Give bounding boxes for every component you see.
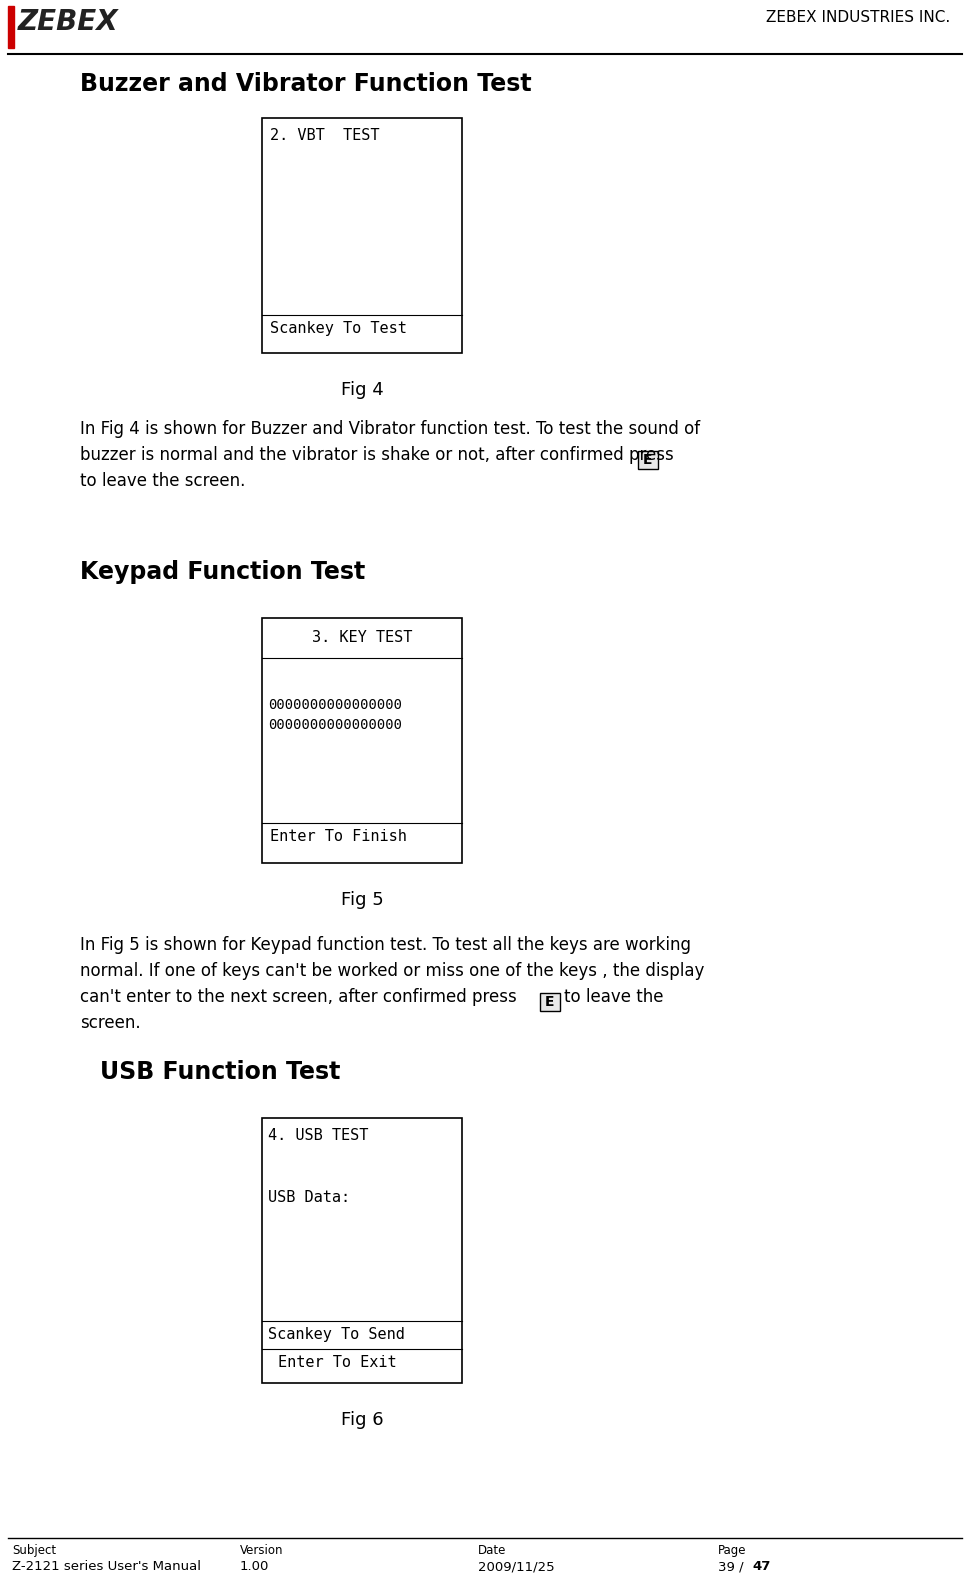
- Text: In Fig 4 is shown for Buzzer and Vibrator function test. To test the sound of: In Fig 4 is shown for Buzzer and Vibrato…: [79, 420, 700, 437]
- Text: Buzzer and Vibrator Function Test: Buzzer and Vibrator Function Test: [79, 72, 531, 96]
- Text: Date: Date: [478, 1543, 506, 1558]
- Text: USB Function Test: USB Function Test: [100, 1060, 340, 1084]
- Bar: [262, 618, 461, 863]
- Text: Page: Page: [717, 1543, 746, 1558]
- Text: normal. If one of keys can't be worked or miss one of the keys , the display: normal. If one of keys can't be worked o…: [79, 962, 703, 980]
- Bar: [638, 452, 657, 469]
- Text: E: E: [545, 994, 554, 1009]
- Text: 1.00: 1.00: [239, 1559, 269, 1574]
- Text: buzzer is normal and the vibrator is shake or not, after confirmed press: buzzer is normal and the vibrator is sha…: [79, 445, 673, 464]
- Text: 0000000000000000: 0000000000000000: [267, 718, 401, 733]
- Text: ZEBEX INDUSTRIES INC.: ZEBEX INDUSTRIES INC.: [765, 10, 949, 26]
- Bar: [540, 993, 559, 1010]
- Text: In Fig 5 is shown for Keypad function test. To test all the keys are working: In Fig 5 is shown for Keypad function te…: [79, 935, 690, 954]
- Text: 39 /: 39 /: [717, 1559, 747, 1574]
- Text: USB Data:: USB Data:: [267, 1191, 350, 1205]
- Text: Keypad Function Test: Keypad Function Test: [79, 560, 365, 584]
- Text: Subject: Subject: [12, 1543, 56, 1558]
- Text: E: E: [642, 453, 652, 468]
- Text: to leave the screen.: to leave the screen.: [79, 472, 245, 490]
- Text: 2. VBT  TEST: 2. VBT TEST: [269, 128, 379, 144]
- Text: can't enter to the next screen, after confirmed press: can't enter to the next screen, after co…: [79, 988, 516, 1005]
- Text: Fig 4: Fig 4: [340, 381, 383, 399]
- Text: 47: 47: [751, 1559, 769, 1574]
- Text: Scankey To Send: Scankey To Send: [267, 1326, 404, 1342]
- Text: to leave the: to leave the: [563, 988, 663, 1005]
- Text: Enter To Exit: Enter To Exit: [278, 1355, 396, 1369]
- Text: Scankey To Test: Scankey To Test: [269, 321, 406, 337]
- Bar: [262, 118, 461, 353]
- Text: Fig 5: Fig 5: [340, 891, 383, 910]
- Text: 3. KEY TEST: 3. KEY TEST: [311, 630, 412, 645]
- Text: Z-2121 series User's Manual: Z-2121 series User's Manual: [12, 1559, 201, 1574]
- Text: 4. USB TEST: 4. USB TEST: [267, 1128, 368, 1143]
- Bar: [262, 1119, 461, 1384]
- Text: Version: Version: [239, 1543, 283, 1558]
- Text: 2009/11/25: 2009/11/25: [478, 1559, 554, 1574]
- Text: 0000000000000000: 0000000000000000: [267, 697, 401, 712]
- Text: screen.: screen.: [79, 1013, 141, 1033]
- Text: Enter To Finish: Enter To Finish: [269, 828, 406, 844]
- Text: Fig 6: Fig 6: [340, 1411, 383, 1428]
- Text: ZEBEX: ZEBEX: [18, 8, 118, 37]
- Bar: [8, 6, 14, 48]
